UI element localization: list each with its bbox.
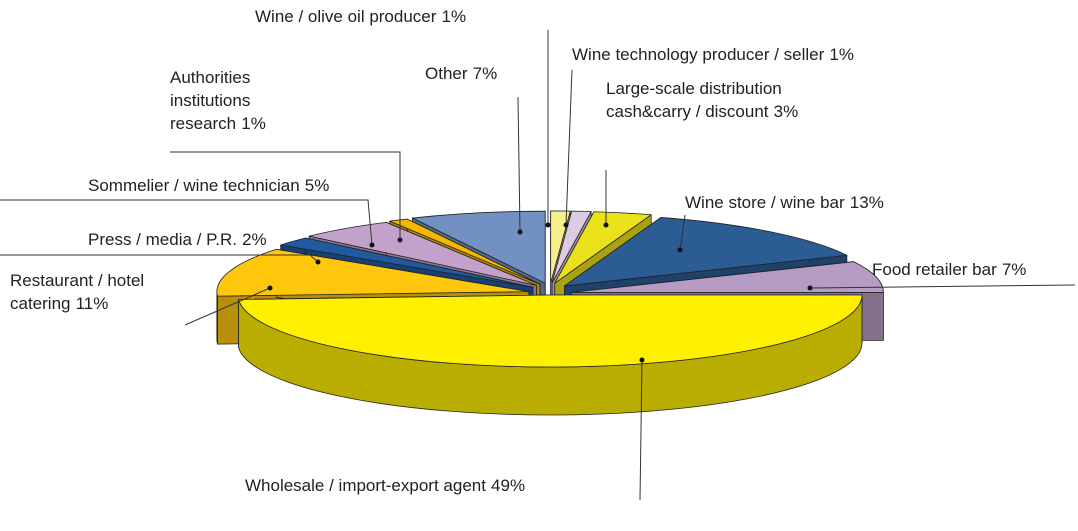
value-label: 3% <box>773 102 799 121</box>
value-label: 1% <box>441 7 467 26</box>
category-label: Wine store / wine bar <box>685 193 845 212</box>
slice-label: Restaurant / hotel catering 11% <box>10 269 180 315</box>
slice-top <box>308 221 537 286</box>
leader-line <box>0 199 373 246</box>
leader-line <box>0 254 319 263</box>
slice-label: Press / media / P.R. 2% <box>88 228 328 251</box>
slice-top <box>389 218 541 285</box>
leader-dot <box>267 285 273 291</box>
value-label: 2% <box>242 230 267 249</box>
leader-line <box>170 151 401 240</box>
slice-label: Wholesale / import-export agent 49% <box>245 474 565 497</box>
slice-top <box>564 217 848 287</box>
leader-line <box>809 284 1076 289</box>
slice-label: Wine store / wine bar 13% <box>685 191 955 214</box>
category-label: Sommelier / wine technician <box>88 176 300 195</box>
category-label: Restaurant / hotel catering <box>10 271 145 313</box>
leader-dot <box>603 222 609 228</box>
leader-dot <box>369 242 375 248</box>
slice-top <box>550 210 571 284</box>
slice-top <box>216 248 530 297</box>
slice-label: Authorities institutions research 1% <box>170 66 285 135</box>
value-label: 1% <box>241 114 266 133</box>
leader-dot <box>397 237 403 243</box>
category-label: Large-scale distribution cash&carry / di… <box>606 79 782 121</box>
category-label: Wholesale / import-export agent <box>245 476 486 495</box>
slice-rim <box>216 291 218 345</box>
slice-top <box>551 210 592 284</box>
slice-label: Large-scale distribution cash&carry / di… <box>606 77 836 123</box>
leader-line <box>565 69 573 226</box>
value-label: 5% <box>304 176 330 195</box>
category-label: Food retailer bar <box>872 260 997 279</box>
leader-line <box>517 96 521 233</box>
slice-label: Wine technology producer / seller 1% <box>572 43 952 66</box>
leader-dot <box>545 222 551 228</box>
category-label: Other <box>425 64 468 83</box>
slice-label: Wine / olive oil producer 1% <box>255 5 575 28</box>
slice-top <box>554 211 652 284</box>
leader-dot <box>807 285 813 291</box>
leader-dot <box>677 247 683 253</box>
slice-top <box>571 261 884 293</box>
leader-dot <box>563 222 569 228</box>
leader-line <box>639 359 643 501</box>
leader-dot <box>315 259 321 265</box>
slice-top <box>280 237 534 288</box>
category-label: Wine technology producer / seller <box>572 45 825 64</box>
leader-line <box>184 287 271 326</box>
value-label: 49% <box>491 476 526 495</box>
slice-top <box>411 210 546 284</box>
value-label: 13% <box>849 193 884 212</box>
leader-dot <box>639 357 645 363</box>
slice <box>238 294 863 416</box>
category-label: Authorities institutions research <box>170 68 251 133</box>
category-label: Press / media / P.R. <box>88 230 237 249</box>
slice-label: Other 7% <box>425 62 565 85</box>
leader-dot <box>517 229 523 235</box>
value-label: 7% <box>472 64 498 83</box>
value-label: 7% <box>1001 260 1027 279</box>
slice-label: Sommelier / wine technician 5% <box>88 174 388 197</box>
category-label: Wine / olive oil producer <box>255 7 437 26</box>
leader-line <box>679 214 686 251</box>
slice-top <box>238 294 863 368</box>
value-label: 11% <box>75 294 109 313</box>
value-label: 1% <box>829 45 854 64</box>
slice-label: Food retailer bar 7% <box>872 258 1072 281</box>
